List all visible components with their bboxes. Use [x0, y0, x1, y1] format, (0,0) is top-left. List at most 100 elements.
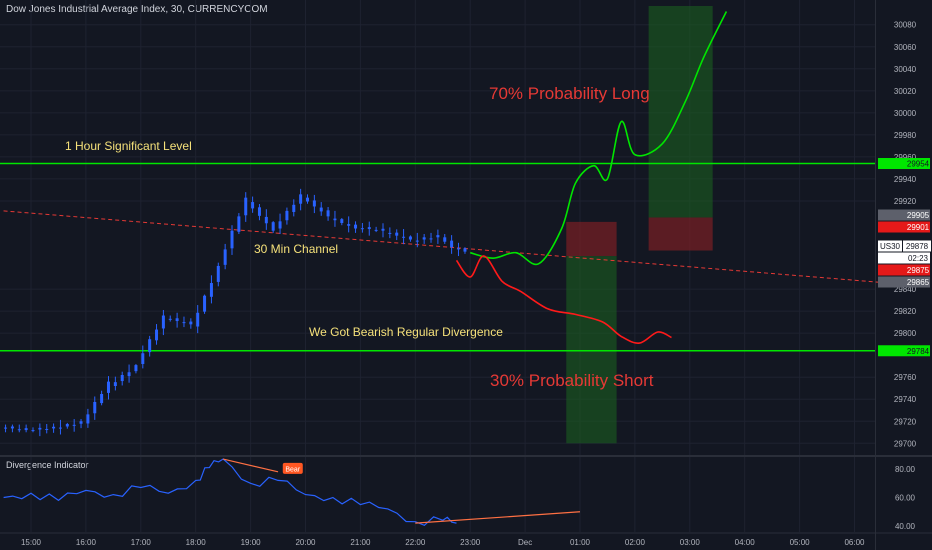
indicator-line	[3, 458, 457, 526]
price-badge-red: 29875	[907, 266, 930, 275]
time-axis-tick: 02:00	[625, 538, 646, 547]
time-axis-tick: 22:00	[405, 538, 426, 547]
candle-body	[374, 229, 378, 231]
price-badge-gray: 29905	[907, 211, 930, 220]
candle-body	[271, 222, 275, 231]
time-axis-tick: 17:00	[131, 538, 152, 547]
candle-body	[230, 230, 234, 249]
candles	[4, 188, 467, 437]
time-axis-tick: 20:00	[295, 538, 316, 547]
candle-body	[113, 382, 117, 387]
price-axis-tick: 29740	[894, 395, 917, 404]
candle-body	[381, 228, 385, 231]
price-badge-timer-bg	[878, 252, 930, 264]
candle-body	[86, 414, 90, 424]
indicator-axis-tick: 40.00	[895, 522, 916, 531]
time-axis-tick: 15:00	[21, 538, 42, 547]
candle-body	[408, 236, 412, 240]
time-axis-tick: 16:00	[76, 538, 97, 547]
short-forecast-path	[455, 255, 672, 344]
candle-body	[436, 235, 440, 238]
short-target-zone	[566, 256, 617, 444]
short-probability-label: 30% Probability Short	[490, 371, 654, 390]
price-badge-symbol-bg	[878, 240, 902, 252]
candle-body	[209, 283, 213, 297]
price-axis-tick: 30000	[894, 109, 917, 118]
candle-body	[285, 210, 289, 221]
price-axis-tick: 29820	[894, 307, 917, 316]
candle-body	[244, 197, 248, 216]
chart-title: Dow Jones Industrial Average Index, 30, …	[6, 4, 268, 15]
bear-label: Bear	[285, 466, 300, 473]
candle-body	[257, 207, 261, 216]
price-axis-tick: 29920	[894, 197, 917, 206]
candle-body	[340, 219, 344, 223]
candle-body	[65, 424, 69, 427]
price-badge-gray-bg	[878, 209, 930, 221]
candle-body	[31, 430, 35, 432]
candle-body	[443, 237, 447, 242]
price-badge-level: 29954	[907, 160, 930, 169]
price-badge-level: 29784	[907, 347, 930, 356]
candle-body	[367, 227, 371, 230]
price-axis-tick: 29980	[894, 131, 917, 140]
price-badge-current: 29878	[906, 242, 929, 251]
price-axis-tick: 29720	[894, 417, 917, 426]
price-axis-tick: 29760	[894, 373, 917, 382]
candle-body	[319, 207, 323, 212]
candle-body	[203, 295, 207, 312]
candle-body	[415, 240, 419, 242]
price-badge-timer: 02:23	[908, 254, 929, 263]
candle-body	[354, 224, 358, 229]
channel-label: 30 Min Channel	[254, 242, 338, 256]
candle-body	[237, 216, 241, 232]
candle-body	[292, 204, 296, 212]
candle-body	[38, 427, 42, 430]
candle-body	[93, 401, 97, 414]
candle-body	[127, 372, 131, 377]
candle-body	[388, 232, 392, 234]
price-axis-tick: 29700	[894, 439, 917, 448]
price-badge-level-bg	[878, 158, 930, 170]
candle-body	[148, 339, 152, 353]
price-axis-tick: 29960	[894, 153, 917, 162]
candle-body	[196, 312, 200, 327]
divergence-label: We Got Bearish Regular Divergence	[309, 325, 503, 339]
candle-body	[429, 238, 433, 240]
bear-label-bg	[282, 462, 303, 474]
candle-body	[402, 236, 406, 238]
time-axis-tick: Dec	[518, 538, 532, 547]
candle-body	[395, 232, 399, 236]
candle-body	[106, 381, 110, 393]
candle-body	[141, 353, 145, 364]
candle-body	[58, 427, 62, 429]
time-axis-tick: 05:00	[790, 538, 811, 547]
time-axis-tick: 01:00	[570, 538, 591, 547]
candle-body	[223, 249, 227, 265]
level-lines	[0, 162, 875, 352]
candle-body	[251, 202, 255, 209]
price-badge-gray: 29865	[907, 278, 930, 287]
price-axis-tick: 29840	[894, 285, 917, 294]
candle-body	[326, 210, 330, 217]
candle-body	[216, 265, 220, 282]
divergence-extension-line	[415, 511, 581, 524]
price-badge-current-bg	[903, 240, 931, 252]
price-badge-red-bg	[878, 264, 930, 276]
time-axis-tick: 03:00	[680, 538, 701, 547]
candle-body	[312, 200, 316, 207]
short-stop-zone	[566, 221, 617, 257]
candle-body	[134, 365, 138, 372]
price-badge-gray-bg	[878, 276, 930, 288]
indicator-axis-tick: 80.00	[895, 465, 916, 474]
candle-body	[72, 424, 76, 426]
price-axis-tick: 30060	[894, 43, 917, 52]
price-badge-level-bg	[878, 345, 930, 357]
price-badge-red-bg	[878, 221, 930, 233]
forecast-paths	[455, 11, 728, 344]
price-axis-tick: 30080	[894, 21, 917, 30]
candle-body	[306, 197, 309, 202]
price-badge-symbol: US30	[880, 242, 901, 251]
candle-body	[463, 248, 467, 252]
